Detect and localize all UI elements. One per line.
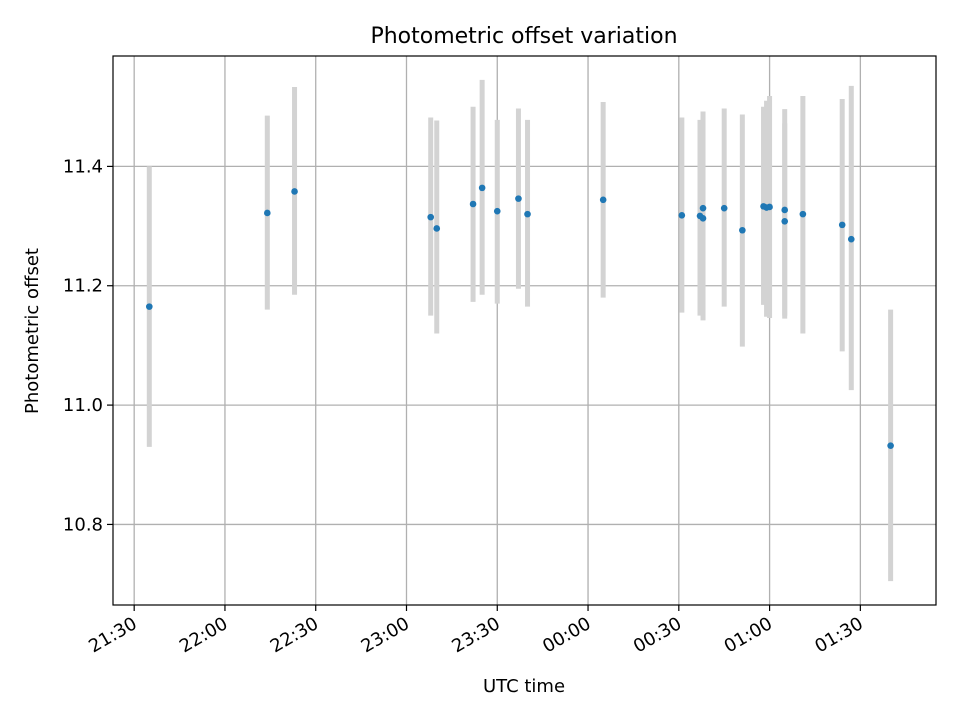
data-point — [781, 217, 789, 225]
x-axis-label: UTC time — [483, 676, 565, 697]
y-tick-label: 11.2 — [63, 276, 103, 297]
data-point — [264, 209, 271, 217]
data-point — [678, 212, 686, 219]
y-tick-label: 10.8 — [63, 514, 103, 535]
data-point — [478, 184, 486, 192]
data-point — [427, 213, 435, 221]
data-point — [469, 200, 477, 208]
data-point — [291, 188, 298, 195]
data-point — [146, 303, 153, 310]
y-axis-label: Photometric offset — [22, 248, 43, 414]
y-tick-label: 11.4 — [63, 156, 103, 177]
data-point — [699, 204, 707, 212]
data-point — [515, 195, 522, 202]
data-point — [720, 204, 728, 212]
data-point — [847, 235, 855, 243]
chart-title: Photometric offset variation — [370, 24, 677, 49]
data-point — [887, 442, 894, 449]
y-axis-ticks: 10.8 11.0 11.2 11.4 — [63, 156, 113, 535]
y-tick-label: 11.0 — [63, 395, 103, 416]
data-point — [799, 210, 807, 218]
data-point — [433, 225, 441, 232]
data-point — [699, 215, 707, 222]
plot-area-frame — [112, 55, 937, 606]
data-point — [781, 206, 789, 214]
data-point — [599, 196, 607, 204]
data-point — [766, 203, 773, 211]
data-point — [739, 226, 746, 234]
data-point — [493, 207, 501, 215]
data-point — [524, 210, 531, 218]
data-point — [838, 221, 846, 229]
data-points — [146, 184, 894, 449]
